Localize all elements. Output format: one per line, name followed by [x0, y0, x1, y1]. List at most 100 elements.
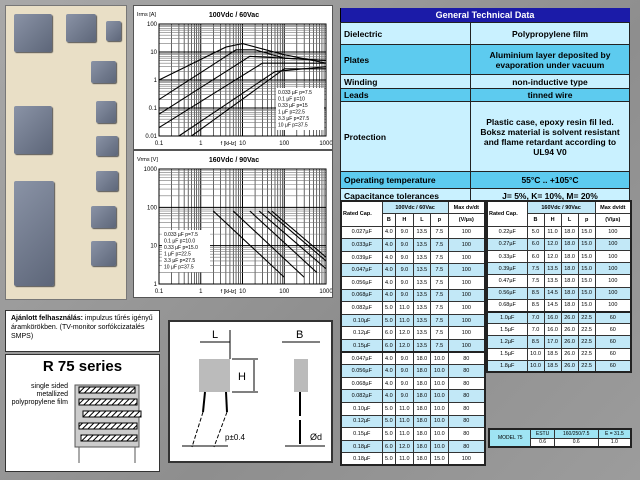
table-cell: 0.056µF [340, 276, 383, 290]
table-cell: 7.5 [430, 276, 449, 290]
table-cell: 1.2µF [486, 335, 528, 349]
table-cell: 18.0 [560, 286, 579, 300]
table-cell: 18.5 [543, 347, 562, 361]
table-cell: 60 [594, 323, 632, 337]
table-cell: 22.5 [577, 310, 596, 325]
table-cell: 11.0 [395, 452, 414, 466]
table-cell: 1.8µF [486, 359, 528, 373]
general-label: Capacitance tolerances [340, 188, 471, 203]
table-cell: 18.0 [412, 402, 432, 416]
table-cell: 0.18µF [340, 439, 383, 454]
table-cell: 18.0 [412, 389, 432, 403]
strip-head: E = 31.5 [597, 428, 632, 439]
column-header: B [381, 213, 397, 227]
x-tick-label: 1 [199, 141, 203, 147]
table-cell: 18.0 [412, 376, 432, 391]
table-cell: 100 [447, 225, 486, 240]
table-cell: 100 [594, 237, 632, 252]
general-technical-data-table: General Technical Data Dielectric Polypro… [340, 8, 630, 203]
y-tick-label: 10 [150, 50, 157, 56]
strip-head: 160/250/7.5 [553, 428, 599, 439]
table-cell: 13.5 [412, 250, 432, 265]
table-cell: 100 [447, 301, 486, 315]
table-cell: 5.0 [526, 225, 545, 239]
y-tick-label: 1 [154, 78, 158, 84]
table-cell: 9.0 [395, 276, 414, 290]
series-line [258, 210, 327, 270]
general-value: 55°C .. +105°C [470, 171, 630, 189]
column-header: H [395, 213, 414, 227]
table-cell: 80 [447, 351, 486, 366]
y-axis-label: Irms [A] [137, 12, 156, 18]
table-cell: 100 [447, 238, 486, 252]
table-cell: 9.0 [395, 238, 414, 252]
x-tick-label: 10 [239, 289, 246, 295]
table-cell: 8.5 [526, 335, 545, 349]
table-cell: 5.0 [381, 402, 397, 416]
y-tick-label: 0.01 [145, 134, 157, 140]
table-cell: 80 [447, 402, 486, 416]
label-B: B [296, 329, 303, 341]
general-label: Plates [340, 44, 471, 75]
chart-title: 160Vdc / 90Vac [209, 157, 259, 164]
x-tick-label: 10 [239, 141, 246, 147]
label-d: Ød [310, 432, 322, 442]
general-row: Plates Aluminium layer deposited by evapo… [340, 44, 630, 75]
table-cell: 4.0 [381, 238, 397, 252]
table-cell: 12.0 [395, 326, 414, 341]
table-cell: 8.5 [526, 298, 545, 313]
table-cell: 26.0 [560, 323, 579, 337]
x-tick-label: 1000 [319, 289, 333, 295]
table-cell: 100 [447, 326, 486, 341]
table-cell: 9.0 [395, 225, 414, 240]
table-cell: 0.47µF [486, 274, 528, 288]
table-row: 0.15µF 6.0 12.0 13.5 7.5 100 [340, 339, 486, 353]
film-label: single sided metallized polypropylene fi… [11, 383, 68, 406]
table-cell: 18.0 [412, 364, 432, 378]
table-row: 0.47µF 7.5 13.5 18.0 15.0 100 [486, 274, 632, 288]
table-cell: 18.0 [412, 439, 432, 454]
strip-head: ESTU [530, 428, 555, 439]
table-cell: 10.0 [526, 347, 545, 361]
table-cell: 6.0 [381, 326, 397, 341]
table-row: 0.039µF 4.0 9.0 13.5 7.5 100 [340, 250, 486, 265]
table-cell: 13.5 [412, 238, 432, 252]
table-cell: 0.027µF [340, 225, 383, 240]
table-cell: 18.0 [560, 250, 579, 264]
table-cell: 7.5 [430, 238, 449, 252]
table-cell: 0.082µF [340, 389, 383, 403]
table-cell: 26.0 [560, 335, 579, 349]
table-cell: 18.0 [412, 427, 432, 441]
table-cell: 15.0 [577, 286, 596, 300]
table-cell: 0.047µF [340, 263, 383, 278]
table-cell: 13.5 [412, 301, 432, 315]
note-text: impulzus tűrés igényű áramkörökben. (TV-… [11, 315, 153, 340]
table-cell: 100 [447, 452, 486, 466]
chart-title: 100Vdc / 60Vac [209, 12, 259, 19]
table-cell: 10.0 [430, 427, 449, 441]
usage-note: Ajánlott felhasználás: impulzus tűrés ig… [5, 310, 160, 352]
table-cell: 11.0 [395, 402, 414, 416]
table-cell: 0.082µF [340, 301, 383, 315]
plot-frame [158, 168, 327, 285]
table-cell: 6.0 [526, 250, 545, 264]
legend-entry: 3.3 µF p=27.5 [164, 258, 195, 264]
table-cell: 9.0 [395, 250, 414, 265]
table-row: 0.33µF 6.0 12.0 18.0 15.0 100 [486, 250, 632, 264]
table-row: 0.033µF 4.0 9.0 13.5 7.5 100 [340, 238, 486, 252]
table-cell: 13.5 [412, 225, 432, 240]
strip-value: 1.0 [597, 437, 632, 448]
table-cell: 15.0 [430, 452, 449, 466]
table-cell: 17.0 [543, 335, 562, 349]
table-cell: 18.0 [560, 274, 579, 288]
series-title: R 75 series [42, 358, 123, 375]
table-cell: 10.0 [430, 376, 449, 391]
table-cell: 13.5 [412, 288, 432, 303]
table-cell: 13.5 [543, 262, 562, 276]
x-axis-label: f [kHz] [221, 289, 237, 295]
table-cell: 100 [447, 250, 486, 265]
legend-entry: 1 µF p=22.5 [278, 110, 305, 116]
legend-entry: 0.33 µF p=15.0 [164, 245, 198, 251]
table-cell: 26.0 [560, 359, 579, 373]
